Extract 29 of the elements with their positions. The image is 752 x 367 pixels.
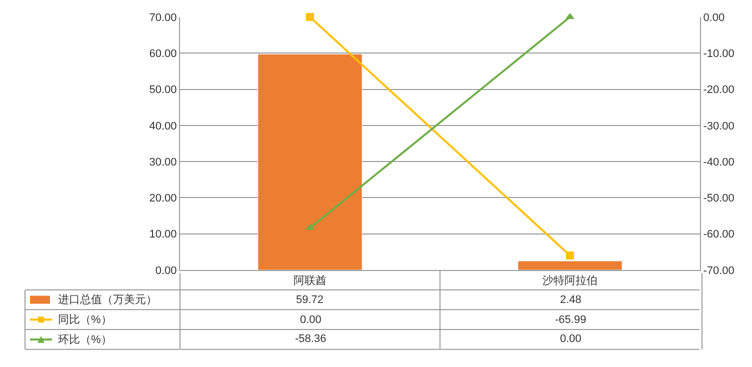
y2-tick-label: -10.00 <box>703 48 734 60</box>
legend-label: 进口总值（万美元） <box>58 293 157 306</box>
data-label: 2.48 <box>560 294 582 306</box>
data-label: -58.36 <box>295 333 326 345</box>
y2-tick-label: -30.00 <box>703 120 734 132</box>
y-tick-label: 40.00 <box>149 120 177 132</box>
y2-tick-label: -60.00 <box>703 228 734 241</box>
legend-label: 环比（%） <box>58 333 112 346</box>
x-tick-label: 阿联酋 <box>294 275 326 288</box>
data-label: 59.72 <box>296 294 324 306</box>
y-tick-label: 60.00 <box>149 48 177 60</box>
y2-tick-label: 0.00 <box>703 12 725 24</box>
y-tick-label: 0.00 <box>155 264 177 277</box>
y-tick-label: 30.00 <box>149 156 177 168</box>
y-tick-label: 50.00 <box>149 84 177 96</box>
y2-tick-label: -70.00 <box>703 264 734 277</box>
point <box>306 13 314 21</box>
x-tick-label: 沙特阿拉伯 <box>542 274 598 288</box>
data-label: -65.99 <box>555 314 586 326</box>
y2-tick-label: -20.00 <box>703 84 734 96</box>
data-label: 0.00 <box>300 314 322 326</box>
y2-tick-label: -50.00 <box>703 192 734 205</box>
y-tick-label: 70.00 <box>149 12 177 24</box>
y2-tick-label: -40.00 <box>703 156 734 168</box>
y-tick-label: 20.00 <box>149 192 177 205</box>
legend-label: 同比（%） <box>58 313 112 326</box>
y-tick-label: 10.00 <box>149 228 177 241</box>
data-label: 0.00 <box>560 333 582 345</box>
point <box>566 252 574 260</box>
